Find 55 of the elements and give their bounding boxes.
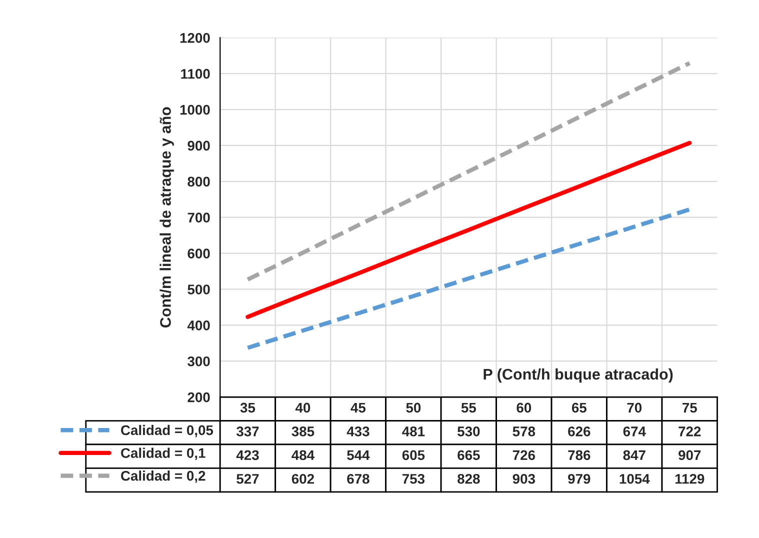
data-label: 786 xyxy=(568,450,590,460)
data-label: 1129 xyxy=(675,474,704,484)
x-tick-label: 35 xyxy=(240,402,256,413)
data-label: 722 xyxy=(678,426,701,436)
x-tick-label: 40 xyxy=(295,402,310,413)
data-label: 907 xyxy=(678,450,701,460)
y-tick-label: 800 xyxy=(188,176,210,187)
y-tick-label: 200 xyxy=(188,392,210,402)
y-tick-label: 900 xyxy=(188,140,210,151)
line-series xyxy=(246,140,692,319)
data-label: 385 xyxy=(292,426,314,436)
data-label: 665 xyxy=(458,450,480,460)
data-label: 753 xyxy=(402,474,425,484)
line-series xyxy=(246,207,692,350)
data-label: 847 xyxy=(623,450,646,460)
x-tick-label: 55 xyxy=(461,402,476,413)
y-tick-label: 700 xyxy=(188,212,210,223)
y-tick-label: 1200 xyxy=(180,32,210,43)
data-label: 527 xyxy=(236,474,259,484)
x-tick-label: 60 xyxy=(516,402,532,413)
y-tick-label: 500 xyxy=(188,284,210,294)
y-tick-label: 300 xyxy=(188,356,210,366)
data-label: 1054 xyxy=(620,474,650,484)
x-tick-label: 75 xyxy=(682,402,697,413)
line-series xyxy=(246,61,692,282)
data-label: 484 xyxy=(292,450,314,460)
y-tick-label: 400 xyxy=(187,320,210,330)
data-label: 423 xyxy=(236,450,259,460)
data-label: 626 xyxy=(568,426,590,436)
y-tick-label: 1100 xyxy=(181,68,210,79)
data-label: 903 xyxy=(512,474,536,484)
x-tick-label: 70 xyxy=(627,402,642,413)
data-label: 481 xyxy=(402,426,425,436)
y-tick-label: 600 xyxy=(188,248,210,258)
data-label: 602 xyxy=(292,474,314,484)
data-label: 674 xyxy=(623,426,646,436)
data-label: 726 xyxy=(512,450,536,460)
x-tick-label: 65 xyxy=(572,402,586,413)
data-label: 605 xyxy=(402,450,425,460)
data-label: 979 xyxy=(568,474,590,484)
data-label: 578 xyxy=(512,426,536,436)
legend-label: Calidad = 0,05 xyxy=(121,424,214,438)
data-label: 828 xyxy=(458,474,480,484)
x-tick-label: 45 xyxy=(350,402,366,413)
data-label: 530 xyxy=(458,426,480,436)
data-label: 433 xyxy=(346,426,370,436)
y-axis-title: Cont/m lineal de atraque y año xyxy=(160,107,174,328)
data-label: 544 xyxy=(347,450,370,460)
x-tick-label: 50 xyxy=(406,402,421,413)
y-tick-label: 1000 xyxy=(180,104,210,115)
data-label: 678 xyxy=(347,474,370,484)
legend-label: Calidad = 0,1 xyxy=(121,448,206,460)
data-label: 337 xyxy=(236,426,259,436)
x-axis-title: P (Cont/h buque atracado) xyxy=(484,368,673,383)
legend-label: Calidad = 0,2 xyxy=(121,470,206,483)
